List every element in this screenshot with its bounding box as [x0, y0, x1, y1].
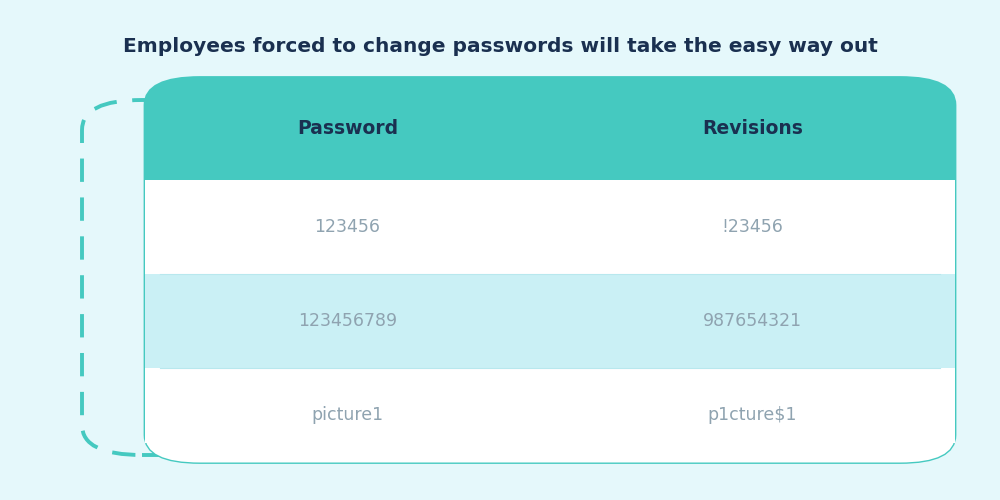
Bar: [145, 180, 955, 274]
Text: picture1: picture1: [311, 406, 384, 424]
Text: 123456789: 123456789: [298, 312, 397, 330]
Text: Password: Password: [297, 119, 398, 138]
Bar: [145, 368, 955, 442]
Text: 123456: 123456: [314, 218, 380, 236]
Bar: [145, 274, 955, 368]
Text: 987654321: 987654321: [703, 312, 802, 330]
FancyBboxPatch shape: [145, 368, 955, 462]
FancyBboxPatch shape: [145, 78, 955, 180]
Text: !23456: !23456: [722, 218, 783, 236]
Bar: [145, 157, 955, 180]
FancyBboxPatch shape: [145, 78, 955, 462]
Text: Employees forced to change passwords will take the easy way out: Employees forced to change passwords wil…: [123, 38, 877, 56]
Text: p1cture$1: p1cture$1: [708, 406, 797, 424]
Text: Revisions: Revisions: [702, 119, 803, 138]
